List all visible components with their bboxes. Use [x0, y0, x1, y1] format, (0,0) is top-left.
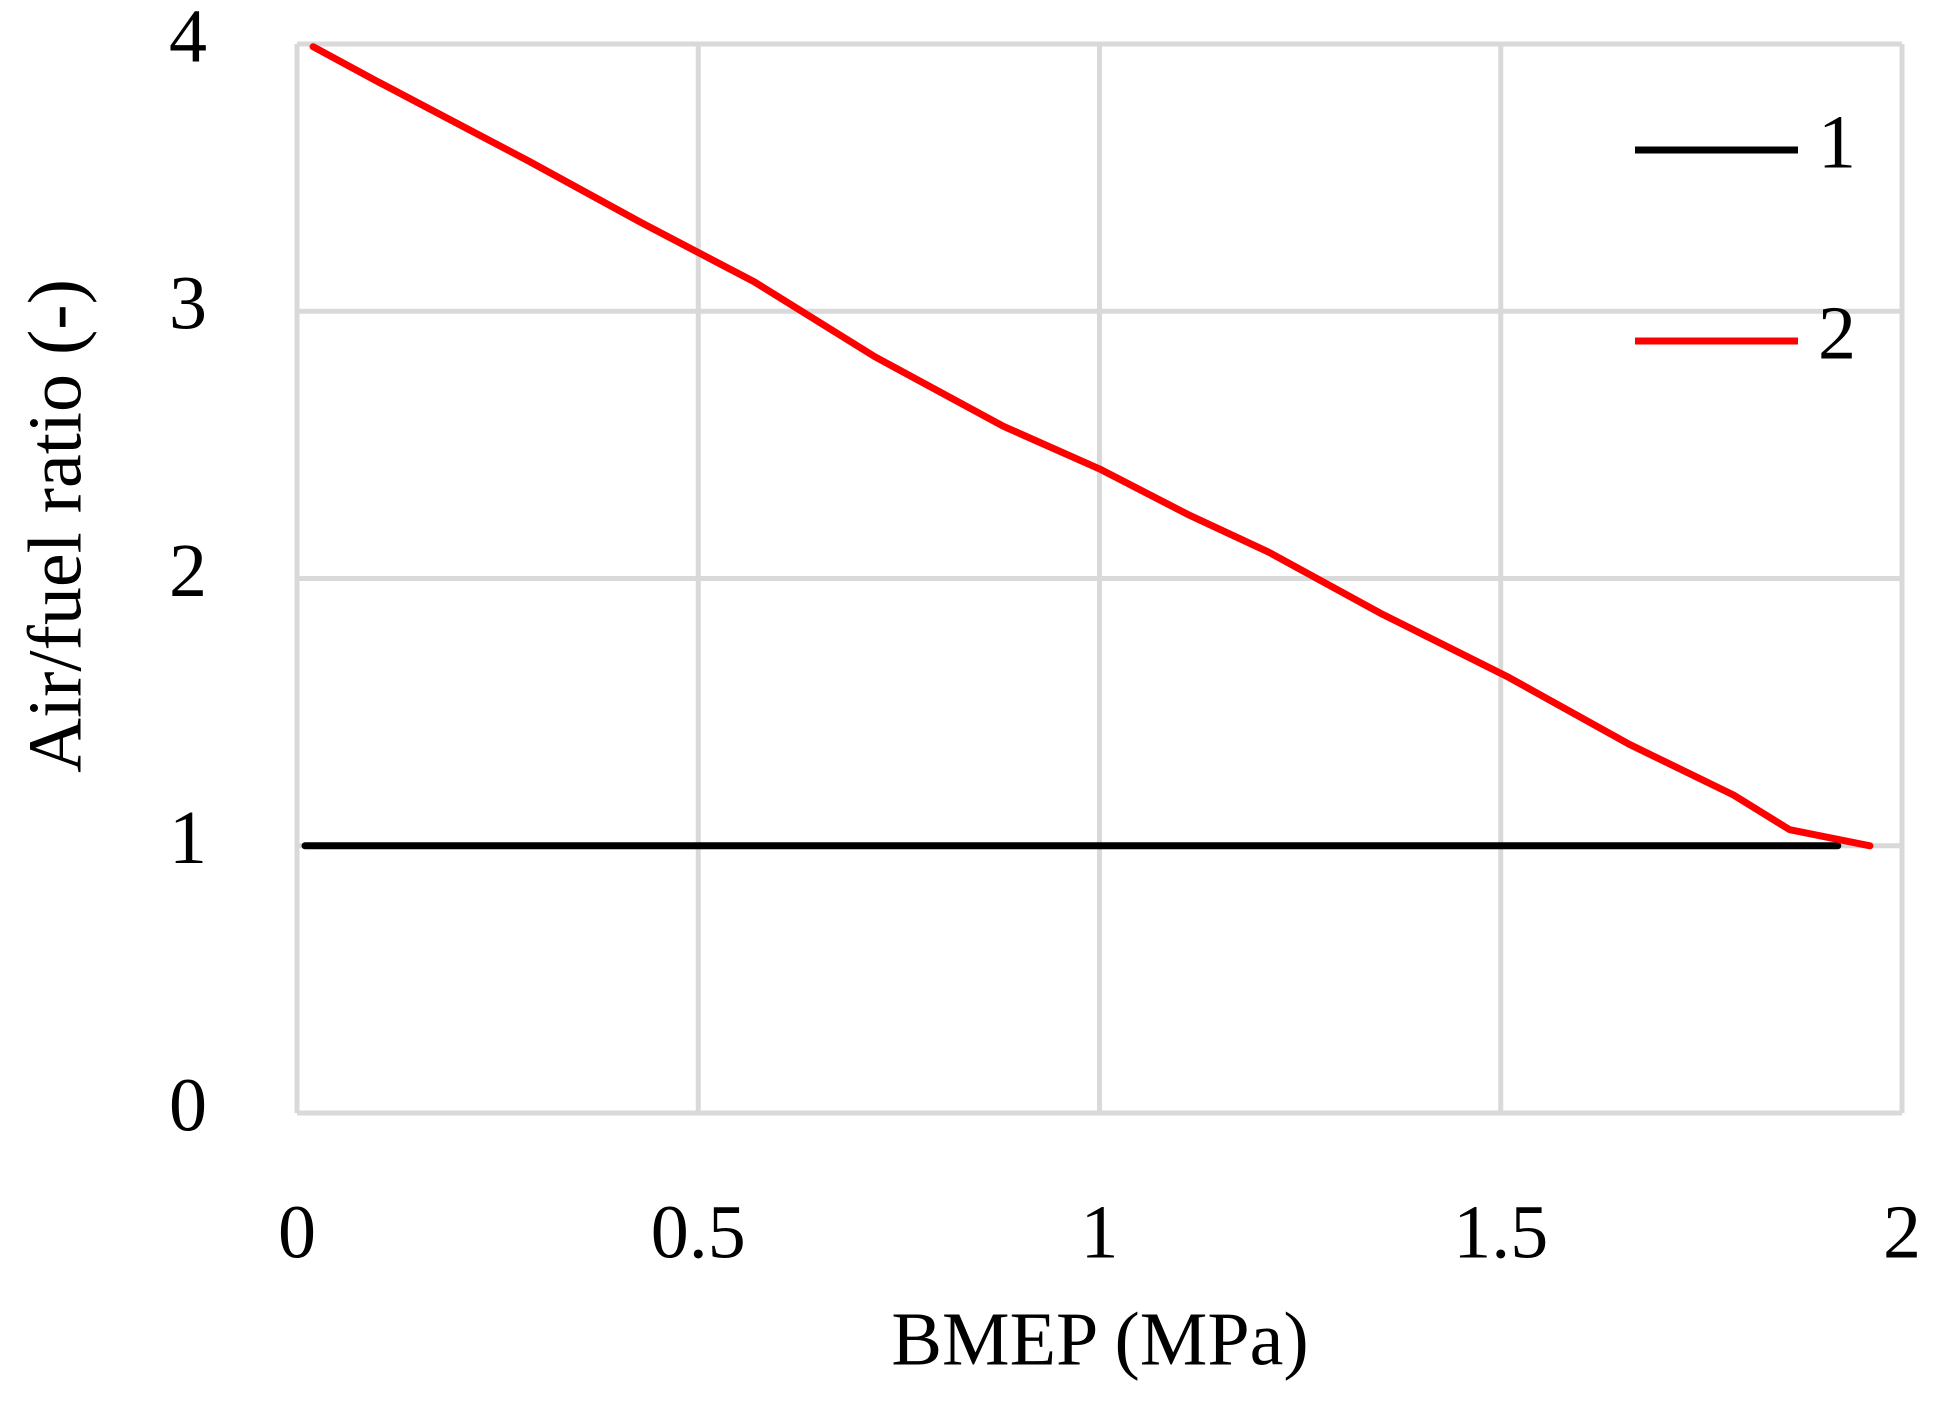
legend-label: 1 [1818, 100, 1856, 184]
y-tick-label: 0 [169, 1063, 207, 1147]
x-axis-title: BMEP (MPa) [891, 1297, 1308, 1381]
x-tick-label: 0.5 [651, 1190, 746, 1274]
y-tick-label: 2 [169, 529, 207, 613]
data-line [309, 43, 1874, 850]
x-tick-label: 2 [1883, 1190, 1921, 1274]
x-tick-label: 1 [1081, 1190, 1119, 1274]
y-axis-title: Air/fuel ratio (-) [13, 279, 97, 773]
y-tick-label: 4 [169, 0, 207, 78]
y-tick-label: 1 [169, 796, 207, 880]
x-tick-label: 1.5 [1453, 1190, 1548, 1274]
y-tick-label: 3 [169, 262, 207, 346]
legend-label: 2 [1818, 291, 1856, 375]
x-tick-label: 0 [278, 1190, 316, 1274]
